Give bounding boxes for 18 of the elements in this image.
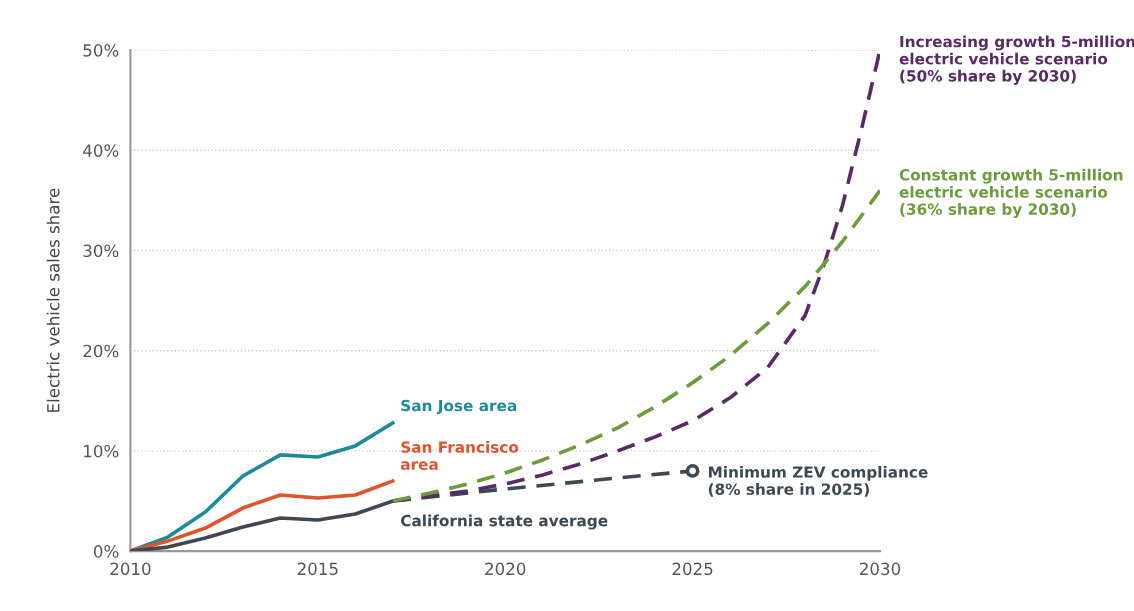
- y-axis-title: Electric vehicle sales share: [46, 188, 60, 412]
- x-tick-label: 2015: [297, 562, 338, 576]
- series-label: San Jose area: [401, 399, 517, 415]
- y-tick-label: 40%: [83, 144, 119, 157]
- y-tick-label: 30%: [83, 244, 119, 258]
- x-tick-label: 2010: [110, 562, 151, 576]
- series-label: California state average: [401, 514, 608, 530]
- y-tick-label: 50%: [83, 44, 119, 57]
- x-tick-label: 2030: [860, 562, 901, 576]
- x-tick-label: 2025: [672, 562, 713, 576]
- series-label: Minimum ZEV compliance (8% share in 2025): [708, 466, 928, 497]
- y-tick-label: 0%: [93, 545, 119, 558]
- series-label: Constant growth 5-million electric vehicle scenario (36% share by 2030): [899, 168, 1123, 219]
- y-tick-label: 20%: [83, 344, 119, 358]
- y-tick-label: 10%: [84, 444, 119, 458]
- series-label: Increasing growth 5-million electric vehicle scenario (50% share by 2030): [899, 35, 1134, 85]
- x-tick-label: 2020: [485, 562, 526, 576]
- series-label: San Francisco area: [400, 441, 519, 470]
